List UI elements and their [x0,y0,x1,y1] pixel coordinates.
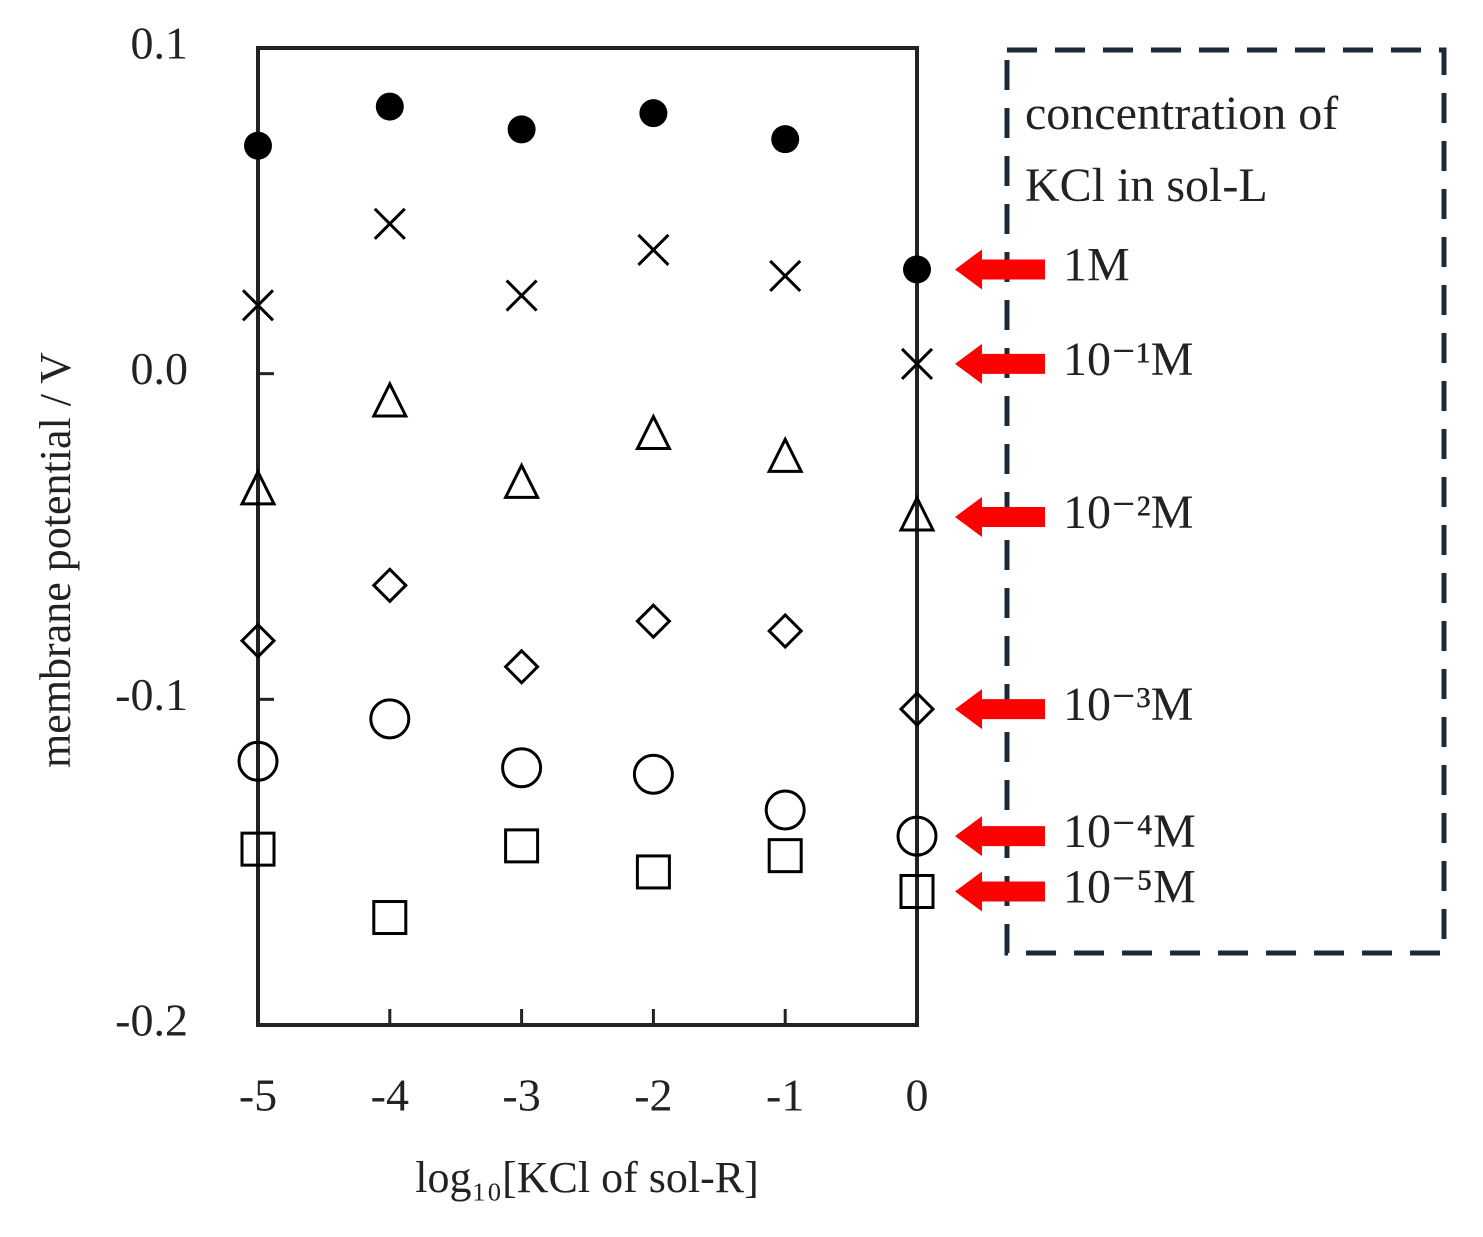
point [771,125,800,154]
legend-label: 10⁻³M [1063,678,1193,731]
point [639,99,668,128]
point [766,435,804,473]
point [371,567,408,604]
legend-arrow [955,496,1045,537]
legend-arrow [955,871,1045,912]
point [637,233,670,266]
x-tick-label: -2 [634,1070,672,1121]
point [898,690,936,728]
point [634,413,672,451]
point [371,380,409,418]
x-tick-label: -4 [371,1070,409,1121]
point [505,279,538,312]
legend-arrow [955,343,1045,384]
point [503,648,540,685]
legend-arrow [955,249,1045,290]
point [900,347,934,380]
point [375,92,404,121]
y-tick-label: 0.0 [131,343,189,394]
legend-title: KCl in sol-L [1025,159,1268,212]
plot-frame [256,46,919,1027]
point [898,494,936,532]
x-axis-title: log₁₀[KCl of sol-R] [415,1153,759,1202]
point [767,838,803,874]
x-tick-label: -3 [502,1070,540,1121]
y-axis-title: membrane potential / V [31,352,80,768]
point [632,753,674,795]
legend-arrow [955,689,1045,730]
point [239,468,277,506]
legend-label: 10⁻²M [1063,486,1193,539]
legend-arrow [955,816,1045,857]
y-tick-label: 0.1 [131,18,189,69]
point [501,747,543,789]
x-tick-label: -1 [766,1070,804,1121]
point [903,255,931,284]
y-tick-label: -0.1 [115,669,188,720]
point [244,131,272,160]
point [240,831,276,867]
legend-label: 10⁻¹M [1063,333,1193,386]
point [237,740,279,782]
point [369,698,411,740]
point [769,259,802,293]
legend-label: 1M [1063,238,1130,291]
legend-box [1004,47,1447,956]
point [503,462,541,499]
point [373,207,406,240]
y-tick-label: -0.2 [115,995,188,1046]
legend-label: 10⁻⁵M [1063,860,1196,913]
legend-title: concentration of [1025,87,1338,140]
point [896,815,938,857]
x-tick-label: -5 [239,1070,277,1121]
point [507,115,536,144]
point [239,622,277,659]
x-tick-label: 0 [906,1070,929,1121]
point [635,854,671,890]
point [241,289,275,322]
point [764,789,806,831]
point [899,873,935,909]
point [635,603,672,640]
point [372,900,408,936]
point [504,828,540,864]
point [767,612,804,650]
legend-label: 10⁻⁴M [1063,805,1196,858]
